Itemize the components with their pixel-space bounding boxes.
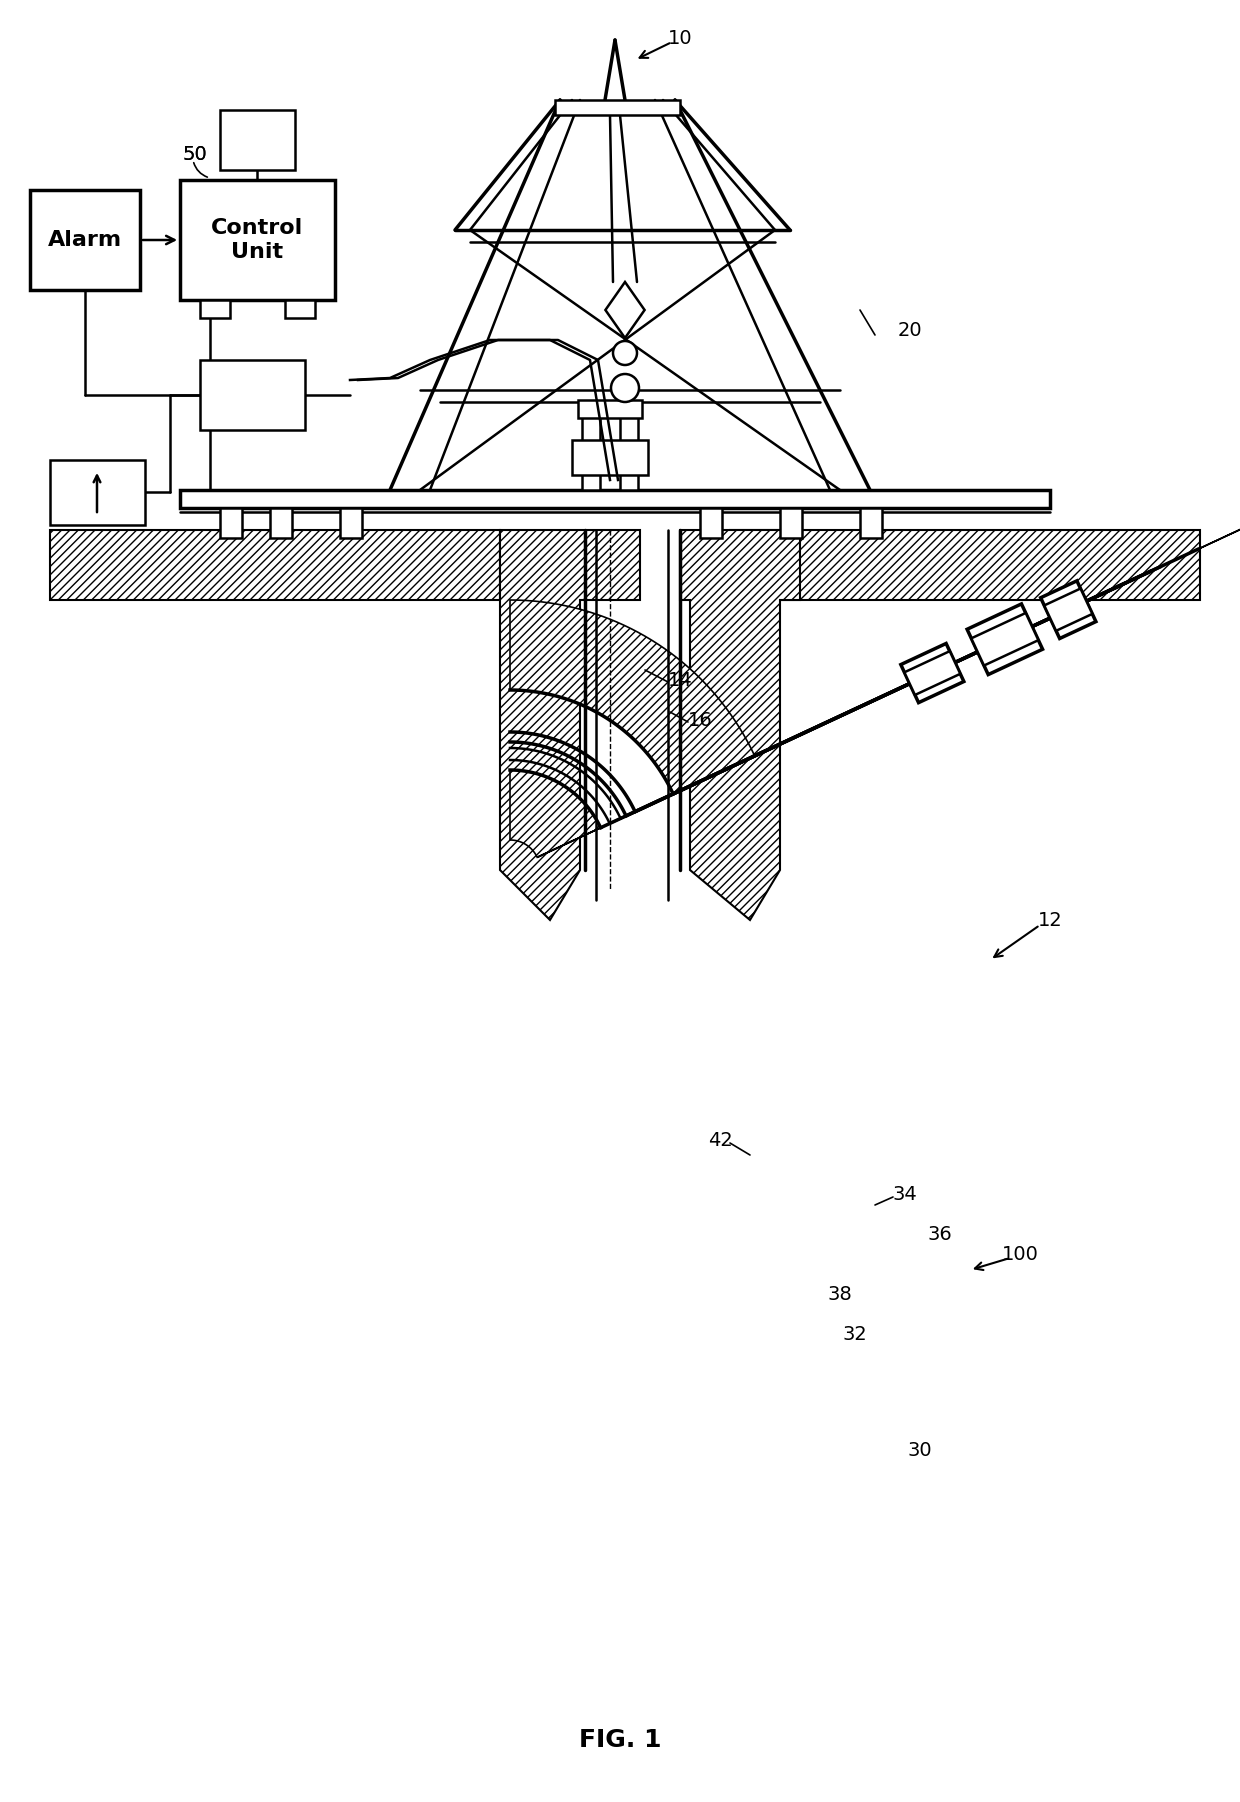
Text: 50: 50 bbox=[182, 146, 207, 164]
Bar bbox=[285, 299, 315, 317]
Text: 34: 34 bbox=[893, 1186, 918, 1204]
Text: 36: 36 bbox=[928, 1225, 952, 1245]
Polygon shape bbox=[730, 530, 1200, 600]
Text: 14: 14 bbox=[667, 670, 692, 690]
Bar bbox=[861, 508, 882, 539]
Bar bbox=[270, 508, 291, 539]
Bar bbox=[582, 411, 600, 490]
Text: 38: 38 bbox=[827, 1285, 852, 1305]
Bar bbox=[340, 508, 362, 539]
Polygon shape bbox=[673, 510, 1240, 795]
Text: 30: 30 bbox=[908, 1440, 932, 1460]
Polygon shape bbox=[967, 604, 1043, 674]
Text: 50: 50 bbox=[182, 146, 207, 164]
Text: 12: 12 bbox=[1038, 910, 1063, 930]
Polygon shape bbox=[510, 600, 755, 795]
Bar bbox=[200, 360, 305, 431]
Circle shape bbox=[613, 341, 637, 366]
Polygon shape bbox=[510, 769, 600, 858]
Polygon shape bbox=[500, 530, 640, 921]
Bar bbox=[556, 99, 680, 115]
Bar bbox=[572, 440, 649, 476]
Polygon shape bbox=[904, 651, 960, 696]
Bar bbox=[620, 411, 639, 490]
Text: 100: 100 bbox=[1002, 1245, 1038, 1265]
Circle shape bbox=[611, 375, 639, 402]
Text: Alarm: Alarm bbox=[48, 231, 122, 250]
Polygon shape bbox=[900, 643, 963, 703]
Text: 16: 16 bbox=[688, 710, 712, 730]
Polygon shape bbox=[971, 613, 1038, 665]
Polygon shape bbox=[537, 582, 1126, 858]
Bar bbox=[30, 189, 140, 290]
Polygon shape bbox=[1044, 589, 1092, 631]
Text: Control
Unit: Control Unit bbox=[211, 218, 303, 261]
Text: 10: 10 bbox=[667, 29, 692, 47]
Polygon shape bbox=[605, 281, 645, 339]
Polygon shape bbox=[1040, 580, 1096, 638]
Bar bbox=[200, 299, 229, 317]
Bar bbox=[219, 110, 295, 169]
Text: 20: 20 bbox=[898, 321, 923, 339]
Bar bbox=[180, 490, 1050, 508]
Text: 42: 42 bbox=[708, 1130, 733, 1150]
Bar bbox=[219, 508, 242, 539]
Text: FIG. 1: FIG. 1 bbox=[579, 1728, 661, 1752]
Bar bbox=[180, 180, 335, 299]
Bar bbox=[780, 508, 802, 539]
Polygon shape bbox=[50, 530, 500, 600]
Text: 32: 32 bbox=[843, 1326, 867, 1344]
Bar bbox=[578, 400, 642, 418]
Bar bbox=[50, 460, 145, 524]
Polygon shape bbox=[680, 530, 800, 921]
Bar bbox=[701, 508, 722, 539]
